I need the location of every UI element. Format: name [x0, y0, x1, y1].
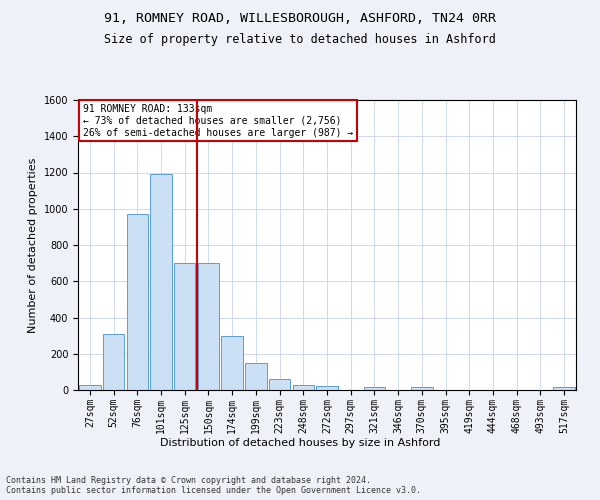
- Bar: [411, 388, 433, 390]
- Y-axis label: Number of detached properties: Number of detached properties: [28, 158, 38, 332]
- Bar: [198, 263, 219, 390]
- Text: Size of property relative to detached houses in Ashford: Size of property relative to detached ho…: [104, 32, 496, 46]
- Bar: [316, 386, 338, 390]
- Bar: [103, 334, 124, 390]
- Bar: [269, 379, 290, 390]
- Text: Distribution of detached houses by size in Ashford: Distribution of detached houses by size …: [160, 438, 440, 448]
- Bar: [174, 263, 196, 390]
- Text: Contains HM Land Registry data © Crown copyright and database right 2024.
Contai: Contains HM Land Registry data © Crown c…: [6, 476, 421, 495]
- Bar: [221, 336, 243, 390]
- Bar: [293, 384, 314, 390]
- Bar: [245, 363, 266, 390]
- Text: 91, ROMNEY ROAD, WILLESBOROUGH, ASHFORD, TN24 0RR: 91, ROMNEY ROAD, WILLESBOROUGH, ASHFORD,…: [104, 12, 496, 26]
- Bar: [553, 388, 575, 390]
- Bar: [151, 174, 172, 390]
- Bar: [127, 214, 148, 390]
- Bar: [79, 384, 101, 390]
- Bar: [364, 388, 385, 390]
- Text: 91 ROMNEY ROAD: 133sqm
← 73% of detached houses are smaller (2,756)
26% of semi-: 91 ROMNEY ROAD: 133sqm ← 73% of detached…: [83, 104, 353, 138]
